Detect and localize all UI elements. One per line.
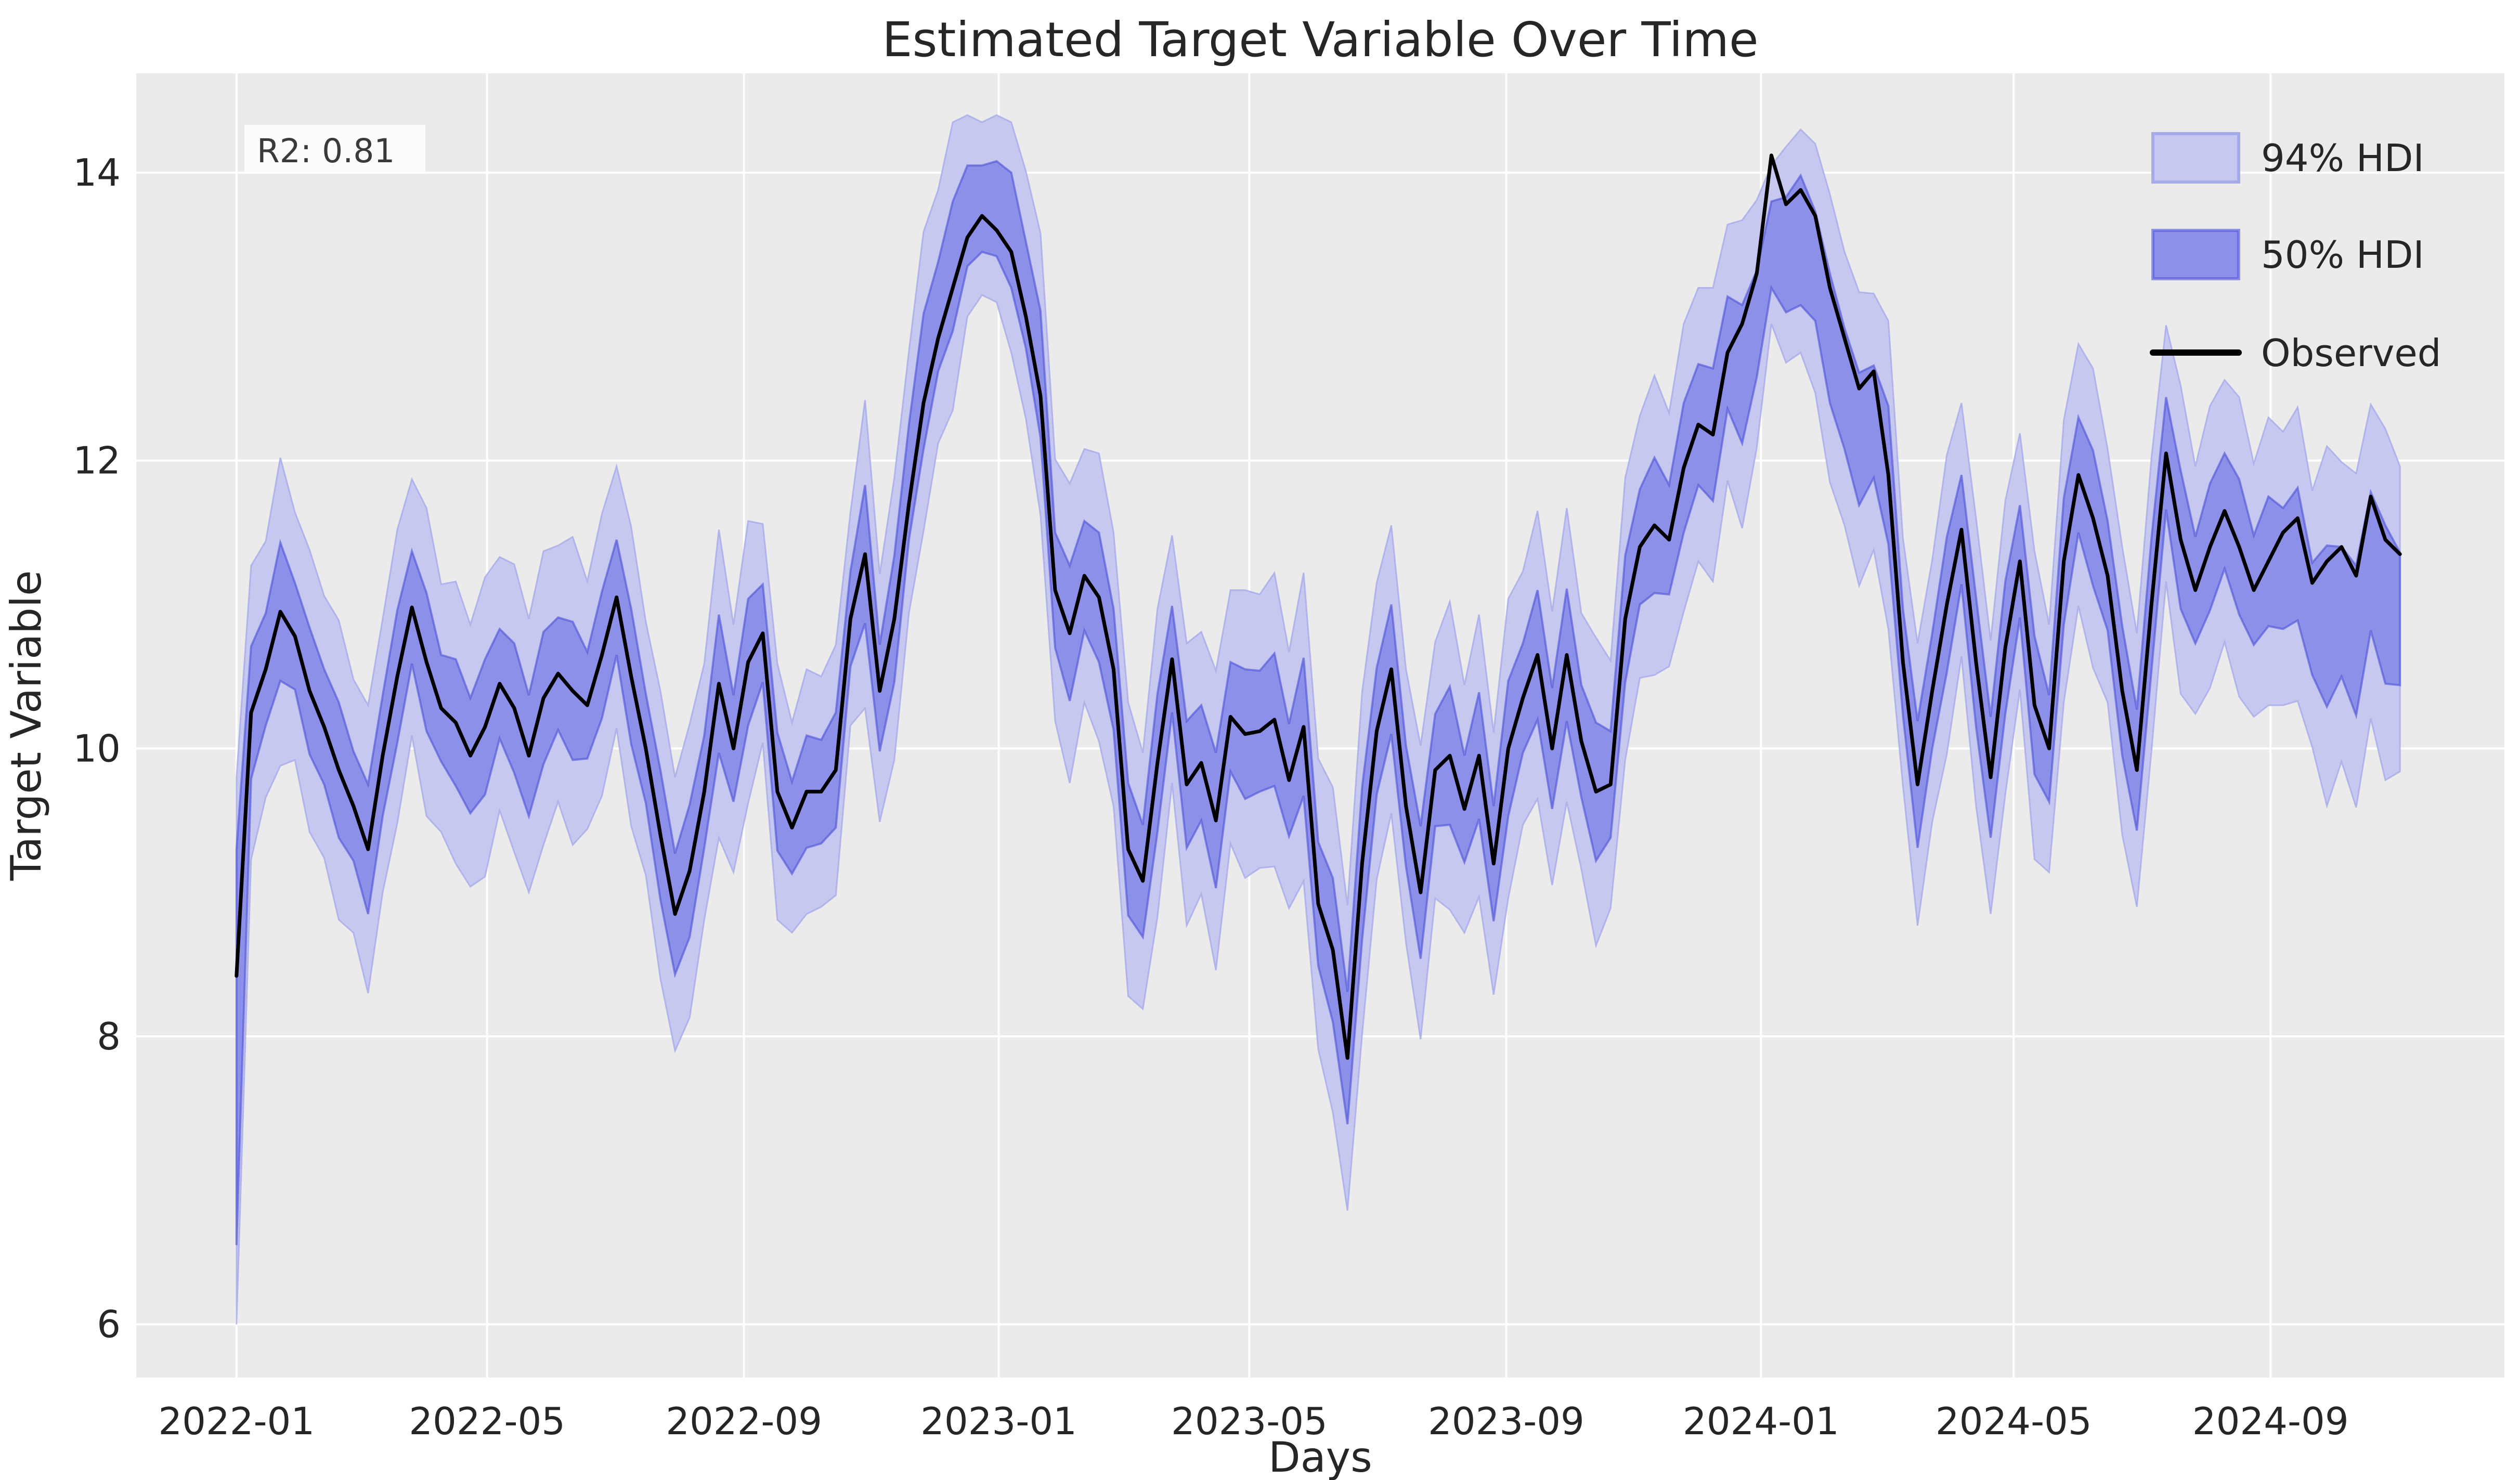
chart-title: Estimated Target Variable Over Time <box>882 12 1758 68</box>
x-tick-label: 2023-09 <box>1428 1399 1584 1443</box>
legend: 94% HDI 50% HDI Observed <box>2150 132 2441 375</box>
x-tick-label: 2022-09 <box>666 1399 822 1443</box>
hdi-50-band <box>235 160 2401 1245</box>
r2-annotation-box <box>244 125 425 173</box>
y-axis-label: Target Variable <box>2 570 50 881</box>
x-tick-label: 2024-05 <box>1936 1399 2092 1443</box>
legend-item-observed: Observed <box>2150 331 2441 375</box>
x-tick-label: 2024-09 <box>2192 1399 2349 1443</box>
legend-item-50hdi: 50% HDI <box>2151 229 2424 280</box>
x-tick-label: 2023-01 <box>920 1399 1077 1443</box>
legend-item-94hdi: 94% HDI <box>2151 132 2424 184</box>
y-tick-label: 6 <box>97 1303 121 1346</box>
legend-label-observed: Observed <box>2261 331 2441 375</box>
x-tick-label: 2022-01 <box>158 1399 315 1443</box>
legend-label-94hdi: 94% HDI <box>2261 136 2424 180</box>
x-tick-label: 2024-01 <box>1683 1399 1839 1443</box>
hdi-50-swatch-icon <box>2151 229 2240 280</box>
r2-annotation: R2: 0.81 <box>244 125 425 173</box>
y-tick-label: 8 <box>97 1015 121 1058</box>
y-tick-label: 12 <box>73 439 121 483</box>
y-tick-label: 14 <box>73 151 121 194</box>
x-axis-label: Days <box>1268 1433 1372 1480</box>
x-tick-label: 2023-05 <box>1171 1399 1328 1443</box>
legend-label-50hdi: 50% HDI <box>2261 233 2424 277</box>
y-tick-labels: 6 8 10 12 14 <box>73 151 121 1346</box>
hdi-94-swatch-icon <box>2151 132 2240 184</box>
x-tick-label: 2022-05 <box>409 1399 565 1443</box>
observed-line <box>235 153 2402 1060</box>
y-tick-label: 10 <box>73 726 121 770</box>
r2-annotation-text: R2: 0.81 <box>257 132 395 170</box>
x-tick-labels: 2022-01 2022-05 2022-09 2023-01 2023-05 2023-… <box>158 1399 2348 1443</box>
